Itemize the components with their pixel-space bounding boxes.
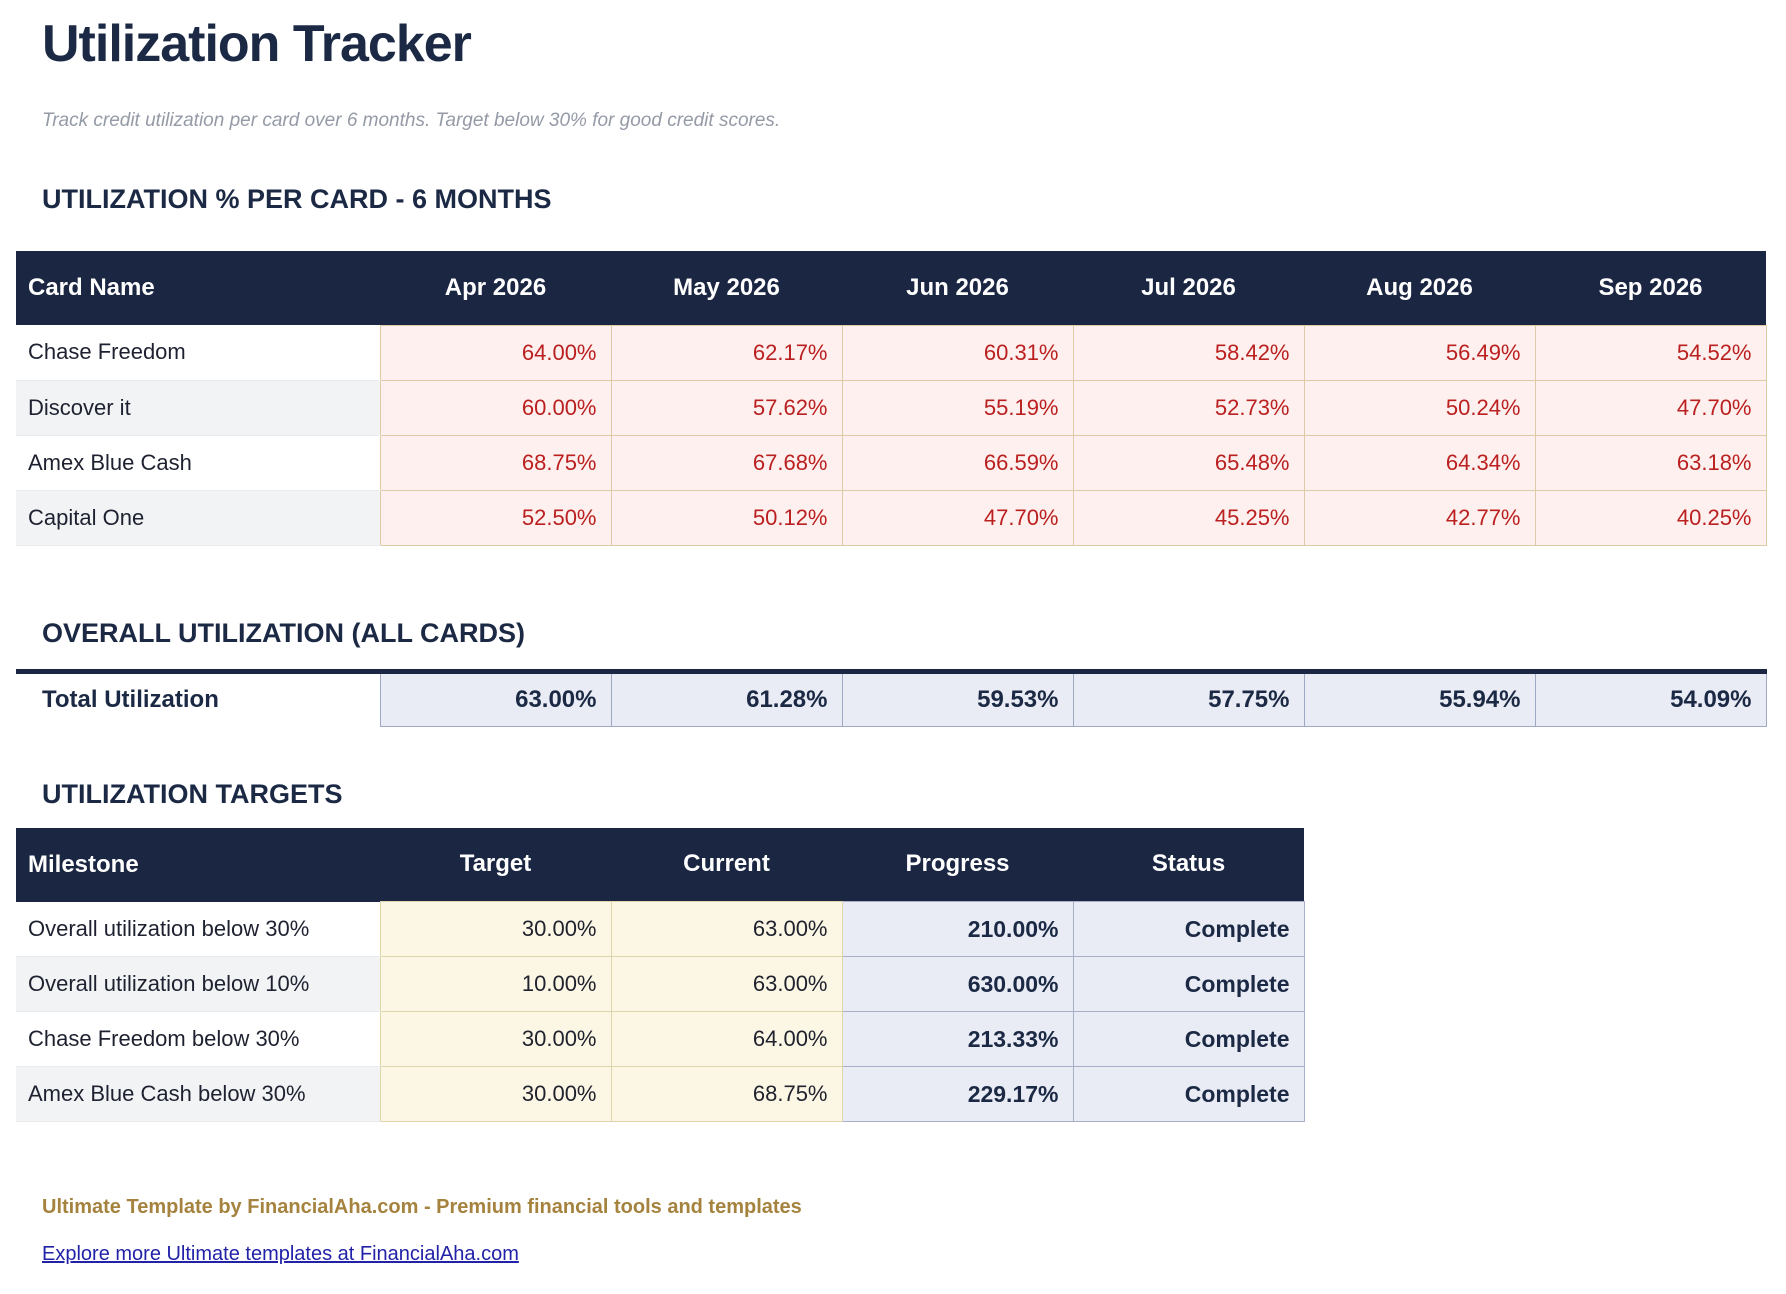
column-header-month: Jul 2026 <box>1073 251 1304 325</box>
page-subtitle: Track credit utilization per card over 6… <box>42 110 781 131</box>
column-header-target: Target <box>380 827 611 902</box>
utilization-value-cell: 57.62% <box>610 379 843 436</box>
utilization-value-cell: 47.70% <box>841 489 1074 546</box>
target-value-cell: 30.00% <box>379 901 612 957</box>
current-value-cell: 63.00% <box>610 956 843 1012</box>
card-row: Chase Freedom 64.00% 62.17% 60.31% 58.42% 56.… <box>16 324 1767 381</box>
column-header-progress: Progress <box>842 827 1073 902</box>
card-name-cell: Amex Blue Cash <box>16 435 380 491</box>
total-utilization-value-cell: 55.94% <box>1303 668 1536 727</box>
overall-section-heading: OVERALL UTILIZATION (ALL CARDS) <box>42 617 525 648</box>
column-header-month: Aug 2026 <box>1304 251 1535 325</box>
column-header-current: Current <box>611 827 842 902</box>
card-row: Capital One 52.50% 50.12% 47.70% 45.25% 42.77… <box>16 489 1767 546</box>
total-utilization-label: Total Utilization <box>16 668 380 726</box>
utilization-value-cell: 58.42% <box>1072 324 1305 381</box>
utilization-value-cell: 40.25% <box>1534 489 1767 546</box>
total-utilization-value-cell: 59.53% <box>841 668 1074 727</box>
utilization-value-cell: 67.68% <box>610 434 843 491</box>
explore-templates-link[interactable]: Explore more Ultimate templates at Finan… <box>42 1243 519 1265</box>
target-value-cell: 30.00% <box>379 1066 612 1122</box>
milestone-label-cell: Chase Freedom below 30% <box>16 1011 380 1067</box>
target-value-cell: 10.00% <box>379 956 612 1012</box>
cards-section-heading: UTILIZATION % PER CARD - 6 MONTHS <box>42 184 552 214</box>
utilization-value-cell: 50.24% <box>1303 379 1536 436</box>
utilization-value-cell: 65.48% <box>1072 434 1305 491</box>
cards-table-header-row: Card Name Apr 2026 May 2026 Jun 2026 Jul 202… <box>16 251 1766 325</box>
milestone-row: Amex Blue Cash below 30% 30.00% 68.75% 229.… <box>16 1066 1305 1122</box>
utilization-value-cell: 64.34% <box>1303 434 1536 491</box>
utilization-value-cell: 54.52% <box>1534 324 1767 381</box>
utilization-value-cell: 64.00% <box>379 324 612 381</box>
utilization-value-cell: 52.50% <box>379 489 612 546</box>
status-value-cell: Complete <box>1072 956 1305 1012</box>
total-utilization-value-cell: 63.00% <box>379 668 612 727</box>
progress-value-cell: 210.00% <box>841 901 1074 957</box>
utilization-value-cell: 42.77% <box>1303 489 1536 546</box>
footer: Ultimate Template by FinancialAha.com - … <box>42 1196 1786 1266</box>
page-title: Utilization Tracker <box>42 15 472 73</box>
column-header-month: Jun 2026 <box>842 251 1073 325</box>
utilization-value-cell: 66.59% <box>841 434 1074 491</box>
utilization-value-cell: 45.25% <box>1072 489 1305 546</box>
status-value-cell: Complete <box>1072 901 1305 957</box>
utilization-value-cell: 68.75% <box>379 434 612 491</box>
utilization-targets-table: Milestone Target Current Progress Status Ove… <box>16 827 1305 1122</box>
total-utilization-value-cell: 54.09% <box>1534 668 1767 727</box>
progress-value-cell: 213.33% <box>841 1011 1074 1067</box>
milestone-label-cell: Overall utilization below 30% <box>16 901 380 957</box>
card-name-cell: Discover it <box>16 380 380 436</box>
total-utilization-value-cell: 57.75% <box>1072 668 1305 727</box>
total-utilization-value-cell: 61.28% <box>610 668 843 727</box>
status-value-cell: Complete <box>1072 1011 1305 1067</box>
current-value-cell: 64.00% <box>610 1011 843 1067</box>
card-name-cell: Chase Freedom <box>16 325 380 381</box>
milestone-row: Overall utilization below 30% 30.00% 63.00… <box>16 901 1305 957</box>
milestone-label-cell: Overall utilization below 10% <box>16 956 380 1012</box>
utilization-value-cell: 63.18% <box>1534 434 1767 491</box>
milestone-row: Chase Freedom below 30% 30.00% 64.00% 213.3… <box>16 1011 1305 1067</box>
column-header-status: Status <box>1073 827 1304 902</box>
utilization-value-cell: 47.70% <box>1534 379 1767 436</box>
column-header-card-name: Card Name <box>16 251 380 325</box>
milestone-row: Overall utilization below 10% 10.00% 63.00… <box>16 956 1305 1012</box>
column-header-milestone: Milestone <box>16 827 380 902</box>
utilization-value-cell: 56.49% <box>1303 324 1536 381</box>
utilization-value-cell: 60.31% <box>841 324 1074 381</box>
utilization-per-card-table: Card Name Apr 2026 May 2026 Jun 2026 Jul 202… <box>16 251 1767 546</box>
column-header-month: Sep 2026 <box>1535 251 1766 325</box>
utilization-value-cell: 52.73% <box>1072 379 1305 436</box>
card-row: Discover it 60.00% 57.62% 55.19% 52.73% 50.24… <box>16 379 1767 436</box>
column-header-month: Apr 2026 <box>380 251 611 325</box>
progress-value-cell: 630.00% <box>841 956 1074 1012</box>
status-value-cell: Complete <box>1072 1066 1305 1122</box>
current-value-cell: 68.75% <box>610 1066 843 1122</box>
overall-utilization-table: Total Utilization 63.00% 61.28% 59.53% 57.75… <box>16 668 1767 727</box>
target-value-cell: 30.00% <box>379 1011 612 1067</box>
milestone-label-cell: Amex Blue Cash below 30% <box>16 1066 380 1122</box>
column-header-month: May 2026 <box>611 251 842 325</box>
utilization-value-cell: 60.00% <box>379 379 612 436</box>
targets-table-header-row: Milestone Target Current Progress Status <box>16 827 1304 902</box>
card-row: Amex Blue Cash 68.75% 67.68% 66.59% 65.48% 64… <box>16 434 1767 491</box>
card-name-cell: Capital One <box>16 490 380 546</box>
progress-value-cell: 229.17% <box>841 1066 1074 1122</box>
branding-text: Ultimate Template by FinancialAha.com - … <box>42 1196 802 1218</box>
utilization-tracker-page: Utilization Tracker Track credit utiliza… <box>0 14 1786 1294</box>
utilization-value-cell: 55.19% <box>841 379 1074 436</box>
utilization-value-cell: 50.12% <box>610 489 843 546</box>
targets-section-heading: UTILIZATION TARGETS <box>42 778 343 809</box>
utilization-value-cell: 62.17% <box>610 324 843 381</box>
current-value-cell: 63.00% <box>610 901 843 957</box>
total-utilization-row: Total Utilization 63.00% 61.28% 59.53% 57.75… <box>16 668 1767 727</box>
